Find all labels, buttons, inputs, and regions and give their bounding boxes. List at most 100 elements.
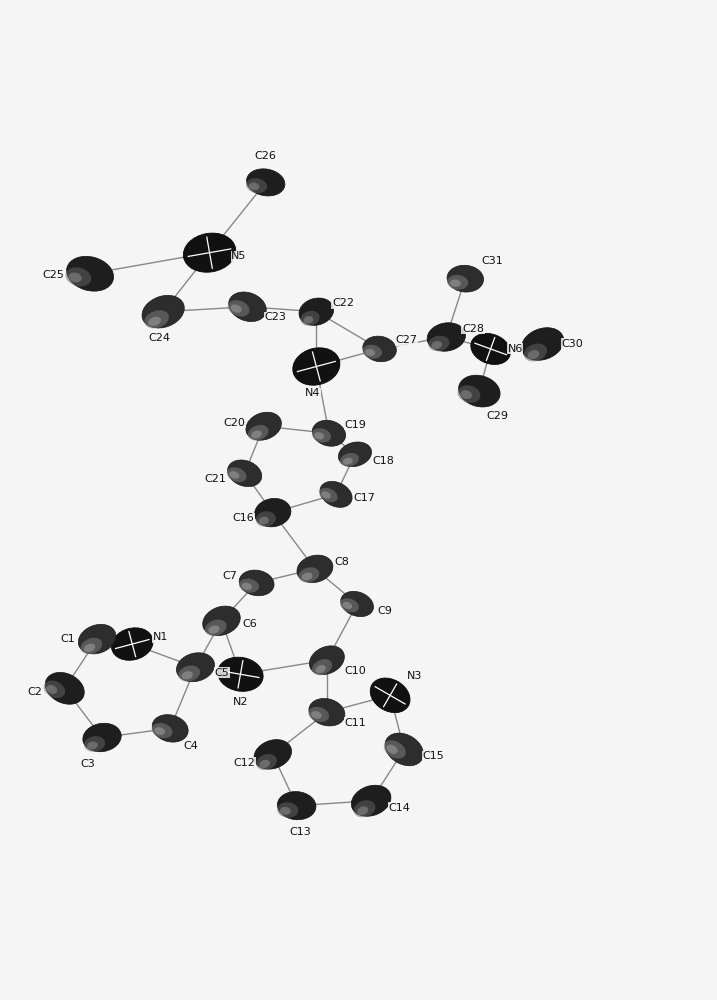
Ellipse shape — [319, 488, 338, 502]
Text: C30: C30 — [561, 339, 583, 349]
Ellipse shape — [343, 458, 353, 465]
Text: C21: C21 — [204, 474, 226, 484]
Ellipse shape — [256, 754, 277, 770]
Ellipse shape — [259, 517, 269, 524]
Ellipse shape — [78, 624, 116, 654]
Ellipse shape — [277, 802, 298, 818]
Text: C19: C19 — [345, 420, 366, 430]
Text: C8: C8 — [334, 557, 349, 567]
Text: C25: C25 — [42, 270, 65, 280]
Text: C22: C22 — [332, 298, 354, 308]
Ellipse shape — [299, 298, 333, 325]
Text: C23: C23 — [265, 312, 287, 322]
Ellipse shape — [370, 678, 410, 713]
Ellipse shape — [83, 723, 121, 752]
Ellipse shape — [312, 428, 331, 443]
Ellipse shape — [340, 598, 359, 612]
Ellipse shape — [300, 311, 320, 326]
Ellipse shape — [308, 707, 329, 722]
Ellipse shape — [450, 279, 461, 287]
Text: C13: C13 — [289, 827, 311, 837]
Ellipse shape — [229, 292, 266, 322]
Ellipse shape — [340, 453, 359, 467]
Ellipse shape — [321, 491, 331, 499]
Text: N5: N5 — [232, 251, 247, 261]
Text: C11: C11 — [344, 718, 366, 728]
Text: C16: C16 — [232, 513, 254, 523]
Text: C29: C29 — [486, 411, 508, 421]
Ellipse shape — [65, 267, 91, 286]
Ellipse shape — [69, 273, 82, 282]
Ellipse shape — [351, 785, 391, 816]
Ellipse shape — [184, 233, 236, 272]
Text: N2: N2 — [233, 697, 248, 707]
Text: C5: C5 — [215, 668, 229, 678]
Ellipse shape — [302, 573, 313, 580]
Ellipse shape — [320, 481, 352, 507]
Ellipse shape — [255, 498, 291, 527]
Ellipse shape — [151, 723, 172, 738]
Ellipse shape — [154, 727, 165, 735]
Ellipse shape — [227, 467, 247, 482]
Ellipse shape — [310, 646, 344, 675]
Ellipse shape — [341, 591, 374, 617]
Ellipse shape — [46, 685, 57, 694]
Ellipse shape — [144, 310, 169, 328]
Text: C10: C10 — [344, 666, 366, 676]
Text: C27: C27 — [395, 335, 417, 345]
Ellipse shape — [357, 806, 369, 815]
Ellipse shape — [293, 348, 340, 385]
Ellipse shape — [342, 602, 352, 609]
Ellipse shape — [363, 345, 382, 359]
Ellipse shape — [353, 800, 376, 817]
Ellipse shape — [87, 741, 98, 749]
Ellipse shape — [205, 620, 227, 636]
Ellipse shape — [227, 460, 262, 487]
Ellipse shape — [427, 323, 465, 351]
Text: C9: C9 — [378, 606, 393, 616]
Ellipse shape — [313, 420, 346, 446]
Ellipse shape — [67, 256, 113, 291]
Text: N3: N3 — [407, 671, 422, 681]
Ellipse shape — [203, 606, 240, 636]
Text: C17: C17 — [353, 493, 375, 503]
Ellipse shape — [309, 698, 345, 726]
Ellipse shape — [256, 511, 276, 527]
Ellipse shape — [229, 471, 239, 479]
Ellipse shape — [528, 350, 539, 359]
Ellipse shape — [251, 431, 262, 438]
Ellipse shape — [460, 390, 472, 399]
Ellipse shape — [280, 807, 291, 815]
Ellipse shape — [260, 760, 270, 768]
Text: C31: C31 — [481, 256, 503, 266]
Ellipse shape — [384, 740, 406, 759]
Ellipse shape — [218, 657, 263, 691]
Ellipse shape — [386, 745, 398, 754]
Ellipse shape — [254, 740, 292, 769]
Ellipse shape — [298, 567, 319, 582]
Ellipse shape — [239, 570, 274, 596]
Text: C28: C28 — [462, 324, 484, 334]
Ellipse shape — [84, 736, 105, 752]
Ellipse shape — [524, 344, 547, 361]
Ellipse shape — [239, 579, 259, 593]
Text: C15: C15 — [423, 751, 445, 761]
Ellipse shape — [311, 711, 322, 719]
Ellipse shape — [247, 169, 285, 196]
Text: C12: C12 — [234, 758, 255, 768]
Ellipse shape — [45, 672, 85, 704]
Ellipse shape — [363, 336, 397, 362]
Text: C20: C20 — [223, 418, 245, 428]
Text: C4: C4 — [184, 741, 199, 751]
Ellipse shape — [80, 638, 103, 654]
Ellipse shape — [181, 671, 193, 679]
Ellipse shape — [338, 442, 371, 467]
Ellipse shape — [148, 317, 161, 326]
Ellipse shape — [457, 385, 480, 403]
Ellipse shape — [178, 666, 200, 682]
Ellipse shape — [44, 681, 65, 698]
Ellipse shape — [315, 665, 326, 673]
Ellipse shape — [471, 333, 511, 364]
Ellipse shape — [228, 300, 250, 317]
Ellipse shape — [248, 425, 268, 441]
